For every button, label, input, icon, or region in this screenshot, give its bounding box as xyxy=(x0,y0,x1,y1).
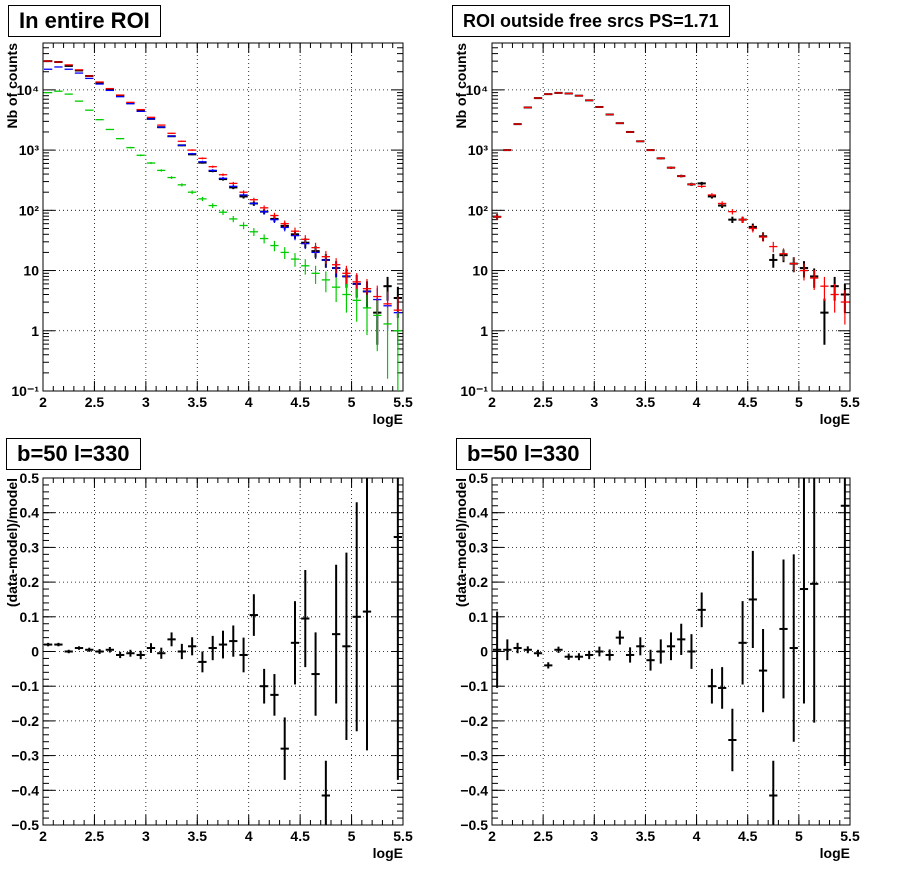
y-tick-label: 10 xyxy=(23,263,39,279)
x-tick-label: 5.5 xyxy=(393,394,413,410)
series-residuals xyxy=(44,478,402,825)
x-tick-label: 5.5 xyxy=(393,828,413,844)
x-tick-label: 5 xyxy=(795,828,803,844)
x-tick-label: 3 xyxy=(142,828,150,844)
y-tick-label: 0.4 xyxy=(469,505,489,521)
x-tick-label: 4.5 xyxy=(290,394,310,410)
y-tick-label: 0.2 xyxy=(20,574,40,590)
y-tick-label: 1 xyxy=(31,323,39,339)
y-axis-title: (data-model)/model xyxy=(453,478,469,607)
x-tick-label: 2.5 xyxy=(85,828,105,844)
panel-title-1: In entire ROI xyxy=(8,5,161,37)
series-2 xyxy=(44,66,402,345)
series-4 xyxy=(44,90,402,391)
y-tick-label: 10 xyxy=(472,263,488,279)
y-tick-label: −0.4 xyxy=(460,782,488,798)
y-tick-label: 10⁻¹ xyxy=(11,383,39,399)
y-tick-label: 0 xyxy=(480,644,488,660)
y-tick-label: −0.3 xyxy=(11,748,39,764)
chart-panel-4: 2 2.5 3 3.5 4 4.5 5 5.5 −0.5 −0.4 −0.3 −0.2 −0.1 0 0.1… xyxy=(453,470,860,861)
x-tick-label: 4 xyxy=(245,828,253,844)
x-tick-label: 5 xyxy=(348,394,356,410)
x-axis-title: logE xyxy=(373,411,403,427)
y-tick-label: 0.1 xyxy=(469,609,489,625)
x-tick-label: 5.5 xyxy=(840,828,860,844)
plot-frame xyxy=(491,42,851,392)
y-tick-label: 10⁴ xyxy=(17,82,40,98)
x-tick-label: 2.5 xyxy=(533,828,553,844)
series-1 xyxy=(493,91,849,345)
plot-frame xyxy=(491,477,851,826)
x-tick-label: 3.5 xyxy=(188,828,208,844)
plot-frame xyxy=(42,477,404,826)
x-tick-label: 4.5 xyxy=(738,394,758,410)
y-axis-title: (data-model)/model xyxy=(4,478,20,607)
plot-frame xyxy=(42,42,404,392)
y-tick-label: −0.4 xyxy=(11,782,39,798)
y-tick-label: −0.2 xyxy=(460,713,488,729)
y-axis-title: Nb of counts xyxy=(453,43,469,129)
y-tick-label: 1 xyxy=(480,323,488,339)
series-residuals xyxy=(493,478,849,825)
y-tick-label: −0.2 xyxy=(11,713,39,729)
x-axis-title: logE xyxy=(820,411,850,427)
x-tick-label: 3 xyxy=(590,828,598,844)
series-2 xyxy=(493,92,849,325)
x-tick-label: 2.5 xyxy=(533,394,553,410)
x-tick-label: 4 xyxy=(693,394,701,410)
y-axis-title: Nb of counts xyxy=(4,43,20,129)
x-tick-label: 2.5 xyxy=(85,394,105,410)
y-tick-label: 0.3 xyxy=(469,539,489,555)
y-tick-label: 10⁻¹ xyxy=(460,383,488,399)
chart-panel-3: 2 2.5 3 3.5 4 4.5 5 5.5 −0.5 −0.4 −0.3 −0.2 −0.1 0 0.1… xyxy=(4,470,413,861)
y-tick-label: 0.1 xyxy=(20,609,40,625)
x-tick-label: 5 xyxy=(348,828,356,844)
series-3 xyxy=(44,60,402,340)
y-tick-label: 10² xyxy=(468,202,489,218)
x-tick-label: 4 xyxy=(693,828,701,844)
y-tick-label: 0.5 xyxy=(20,470,40,486)
x-tick-label: 2 xyxy=(39,828,47,844)
y-tick-label: −0.1 xyxy=(11,678,39,694)
x-tick-label: 2 xyxy=(488,828,496,844)
x-axis-title: logE xyxy=(373,845,403,861)
y-tick-label: −0.5 xyxy=(11,817,39,833)
y-tick-label: 0 xyxy=(31,644,39,660)
x-tick-label: 5 xyxy=(795,394,803,410)
y-tick-label: −0.1 xyxy=(460,678,488,694)
x-tick-label: 3.5 xyxy=(636,394,656,410)
series-1 xyxy=(44,60,402,345)
y-tick-label: −0.3 xyxy=(460,748,488,764)
y-tick-label: 0.2 xyxy=(469,574,489,590)
panel-title-4: b=50 l=330 xyxy=(456,438,591,470)
x-tick-label: 3.5 xyxy=(188,394,208,410)
chart-panel-2: 2 2.5 3 3.5 4 4.5 5 5.5 10⁻¹ 1 10 10² 10³ 10⁴ logE Nb o… xyxy=(453,42,860,427)
panel-title-2: ROI outside free srcs PS=1.71 xyxy=(452,5,730,37)
y-tick-label: 10² xyxy=(19,202,40,218)
y-tick-label: 0.5 xyxy=(469,470,489,486)
x-tick-label: 4.5 xyxy=(738,828,758,844)
y-tick-label: 0.3 xyxy=(20,539,40,555)
x-tick-label: 2 xyxy=(488,394,496,410)
x-tick-label: 4 xyxy=(245,394,253,410)
panel-title-3: b=50 l=330 xyxy=(6,438,141,470)
y-tick-label: 0.4 xyxy=(20,505,40,521)
chart-panel-1: 2 2.5 3 3.5 4 4.5 5 5.5 10⁻¹ 1 10 10² 10³ 10⁴ logE Nb o… xyxy=(4,42,413,427)
y-tick-label: −0.5 xyxy=(460,817,488,833)
y-tick-label: 10³ xyxy=(19,142,40,158)
x-tick-label: 3 xyxy=(590,394,598,410)
x-tick-label: 3.5 xyxy=(636,828,656,844)
x-tick-label: 2 xyxy=(39,394,47,410)
x-axis-title: logE xyxy=(820,845,850,861)
y-tick-label: 10³ xyxy=(468,142,489,158)
x-tick-label: 5.5 xyxy=(840,394,860,410)
x-tick-label: 4.5 xyxy=(290,828,310,844)
x-tick-label: 3 xyxy=(142,394,150,410)
y-tick-label: 10⁴ xyxy=(466,82,489,98)
